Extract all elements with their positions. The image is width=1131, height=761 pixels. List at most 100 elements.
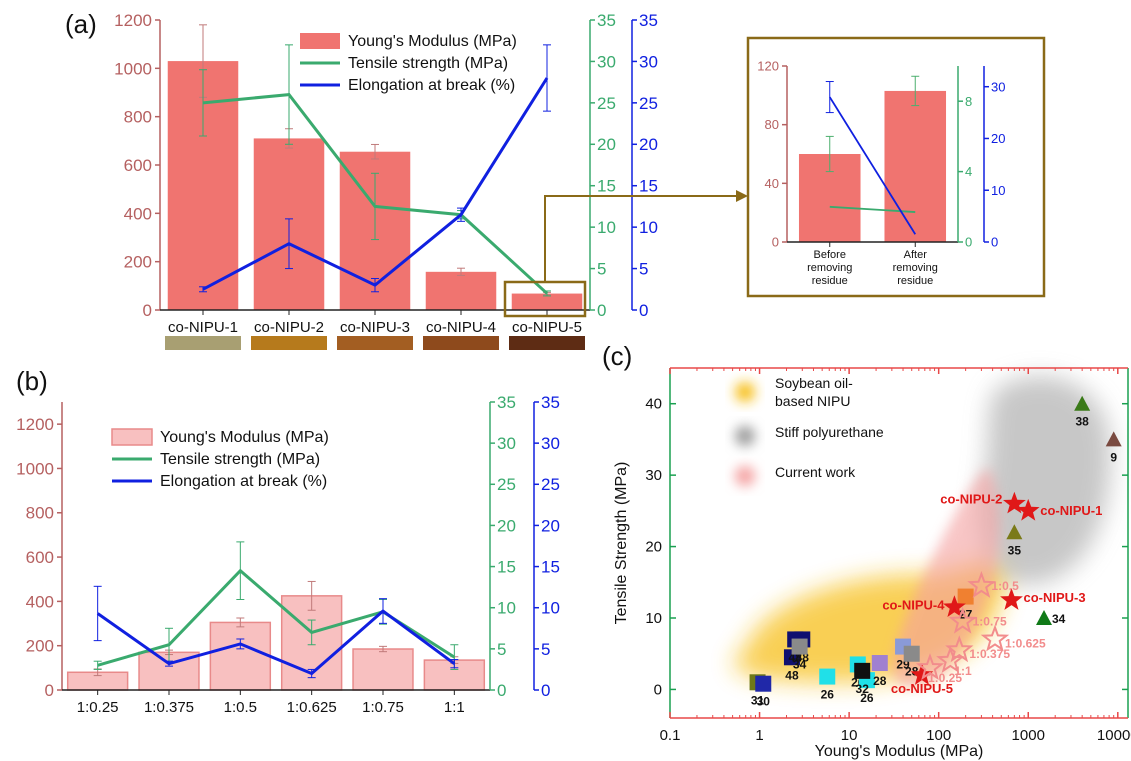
- panel-a-letter: (a): [65, 9, 97, 39]
- left-tick-label: 600: [124, 156, 152, 175]
- elongation-tick-label: 0: [639, 301, 648, 320]
- left-tick-label: 400: [26, 592, 54, 611]
- point-label: 1:0.75: [973, 615, 1007, 629]
- y-tick-label: 20: [645, 539, 662, 556]
- legend-label: Young's Modulus (MPa): [348, 33, 517, 50]
- scatter-point-star-open: [915, 653, 945, 681]
- elongation-tick-label: 35: [541, 393, 560, 412]
- legend-label: Tensile strength (MPa): [160, 451, 320, 468]
- x-tick-label: 100: [926, 727, 951, 744]
- y-tick-label: 30: [645, 467, 662, 484]
- scatter-point-star: [910, 663, 934, 685]
- point-label: 1:0.25: [928, 671, 962, 685]
- scatter-point-star-open: [945, 635, 974, 663]
- bar: [511, 293, 583, 310]
- tensile-tick-label: 35: [497, 393, 516, 412]
- elongation-tick-label: 30: [991, 79, 1005, 94]
- y-tick-label: 10: [645, 610, 662, 627]
- tensile-tick-label: 30: [497, 434, 516, 453]
- x-tick-label: 1:0.5: [224, 699, 257, 716]
- legend-label: Elongation at break (%): [348, 77, 515, 94]
- legend-current-label: Current work: [775, 464, 856, 480]
- scatter-point-square: [755, 675, 772, 692]
- sample-swatch: [337, 336, 413, 350]
- left-tick-label: 40: [765, 176, 779, 191]
- x-tick-label: co-NIPU-3: [340, 319, 410, 336]
- left-tick-label: 200: [26, 637, 54, 656]
- tensile-tick-label: 35: [597, 11, 616, 30]
- elongation-tick-label: 15: [639, 177, 658, 196]
- x-axis-title: Young's Modulus (MPa): [815, 743, 984, 760]
- x-tick-label: co-NIPU-5: [512, 319, 582, 336]
- bar: [425, 271, 497, 310]
- point-label: 26: [821, 688, 835, 702]
- sample-swatch: [165, 336, 241, 350]
- legend-stiff-label: Stiff polyurethane: [775, 424, 884, 440]
- legend-label: Tensile strength (MPa): [348, 55, 508, 72]
- point-label: co-NIPU-5: [891, 681, 953, 696]
- tensile-tick-label: 10: [497, 599, 516, 618]
- elongation-tick-label: 0: [541, 681, 550, 700]
- legend-soybean-label: Soybean oil-: [775, 375, 853, 391]
- legend-bar-swatch: [300, 33, 340, 49]
- y-axis-title: Tensile Strength (MPa): [613, 462, 630, 625]
- elongation-tick-label: 15: [541, 558, 560, 577]
- connector-line: [544, 195, 738, 282]
- point-label: 9: [1110, 450, 1117, 464]
- tensile-tick-label: 15: [497, 558, 516, 577]
- tensile-tick-label: 5: [497, 640, 506, 659]
- elongation-tick-label: 30: [639, 52, 658, 71]
- elongation-tick-label: 0: [991, 235, 998, 250]
- sample-swatch: [509, 336, 585, 350]
- scatter-point-star: [1003, 491, 1026, 514]
- sample-swatch: [423, 336, 499, 350]
- tensile-tick-label: 10: [597, 218, 616, 237]
- scatter-point-star-open: [967, 570, 996, 598]
- tensile-tick-label: 20: [497, 516, 516, 535]
- panel-a-inset-chart: 040801200480102030BeforeremovingresidueA…: [746, 36, 1046, 298]
- x-tick-label: 1000: [1012, 727, 1045, 744]
- point-label: 34: [1052, 612, 1066, 626]
- point-label: co-NIPU-4: [882, 597, 945, 612]
- bar: [884, 90, 947, 242]
- x-tick-label: co-NIPU-2: [254, 319, 324, 336]
- x-tick-label: 1:0.625: [287, 699, 337, 716]
- point-label: co-NIPU-3: [1023, 590, 1085, 605]
- elongation-tick-label: 10: [639, 218, 658, 237]
- tensile-tick-label: 25: [497, 475, 516, 494]
- x-tick-label: residue: [812, 275, 848, 287]
- legend-soybean-swatch: [735, 382, 755, 402]
- panel-a-chart: 0 200 400 600 800 1000 1200 0 5 10 15 20 25 30 35 0 5 10 1…: [114, 11, 748, 350]
- tensile-tick-label: 4: [965, 164, 972, 179]
- tensile-tick-label: 20: [597, 135, 616, 154]
- elongation-tick-label: 20: [541, 516, 560, 535]
- tensile-tick-label: 0: [965, 235, 972, 250]
- left-tick-label: 400: [124, 204, 152, 223]
- elongation-tick-label: 35: [639, 11, 658, 30]
- x-tick-label: 1:0.75: [362, 699, 404, 716]
- scatter-point-square: [819, 668, 836, 685]
- scatter-point-star: [1016, 498, 1040, 521]
- point-label: 32: [856, 682, 870, 696]
- panel-c-letter: (c): [602, 341, 632, 371]
- x-tick-label: removing: [893, 262, 938, 274]
- scatter-point-square: [957, 588, 974, 605]
- left-tick-label: 0: [143, 301, 152, 320]
- point-label: 35: [1008, 543, 1022, 557]
- point-label: 28: [873, 674, 887, 688]
- left-tick-label: 1000: [16, 459, 54, 478]
- sample-swatch: [251, 336, 327, 350]
- y-tick-label: 0: [654, 681, 662, 698]
- elongation-tick-label: 5: [639, 260, 648, 279]
- tensile-tick-label: 0: [597, 301, 606, 320]
- point-label: 26: [860, 691, 874, 705]
- left-tick-label: 1200: [16, 415, 54, 434]
- left-tick-label: 80: [765, 117, 779, 132]
- elongation-tick-label: 20: [639, 135, 658, 154]
- elongation-tick-label: 10: [991, 183, 1005, 198]
- left-tick-label: 1000: [114, 59, 152, 78]
- tensile-tick-label: 8: [965, 94, 972, 109]
- x-tick-label: Before: [814, 249, 846, 261]
